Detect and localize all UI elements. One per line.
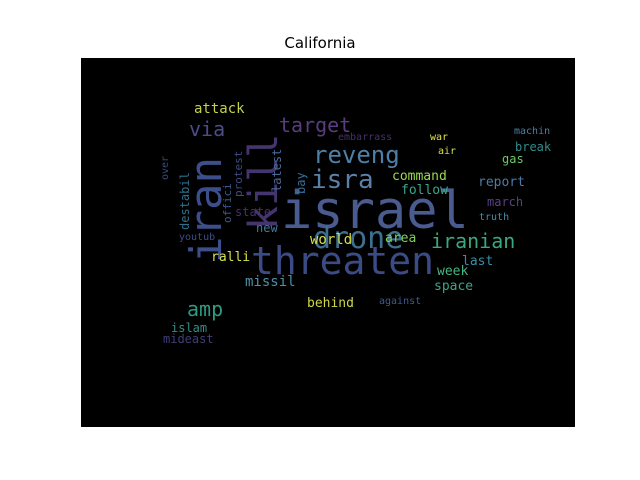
word-break: break [515, 140, 552, 154]
word-reveng: reveng [313, 141, 400, 169]
word-drone: drone [313, 221, 403, 256]
word-space: space [434, 279, 473, 294]
word-truth: truth [479, 212, 509, 223]
word-isra: isra [311, 165, 374, 195]
chart-title: California [284, 34, 356, 52]
word-iran: iran [181, 157, 232, 263]
word-islam: islam [171, 321, 207, 335]
word-report: report [478, 175, 525, 190]
word-state: state [235, 205, 271, 219]
word-week: week [437, 264, 468, 279]
word-protest: protest [232, 151, 245, 197]
word-youtub: youtub [179, 232, 215, 243]
word-offici: offici [221, 183, 234, 223]
word-march: march [487, 195, 523, 209]
word-follow: follow [401, 183, 448, 198]
word-amp: amp [187, 297, 223, 321]
word-target: target [279, 113, 351, 137]
word-destabil: destabil [178, 172, 192, 230]
word-latest: latest [270, 149, 284, 192]
word-kill: kill [241, 134, 287, 230]
word-command: command [392, 169, 447, 184]
word-last: last [462, 254, 493, 269]
word-bay: bay [294, 172, 308, 194]
word-threaten: threaten [251, 239, 434, 283]
word-against: against [379, 296, 421, 307]
word-missil: missil [245, 274, 296, 290]
word-machin: machin [514, 126, 550, 137]
word-world: world [310, 232, 352, 248]
word-cloud: israel threaten iran kill drone isra rev… [160, 101, 552, 346]
word-over: over [160, 156, 171, 180]
word-mideast: mideast [163, 332, 214, 346]
word-ralli: ralli [211, 250, 250, 265]
word-attack: attack [194, 101, 245, 117]
word-area: area [385, 231, 416, 246]
word-cloud-canvas: israel threaten iran kill drone isra rev… [81, 58, 575, 427]
word-war: war [430, 132, 448, 143]
word-new: new [256, 221, 278, 235]
word-via: via [189, 117, 225, 141]
word-air: air [438, 146, 456, 157]
word-behind: behind [307, 296, 354, 311]
word-gas: gas [502, 152, 524, 166]
word-embarrass: embarrass [338, 132, 392, 143]
word-iranian: iranian [431, 229, 515, 253]
word-israel: israel [281, 181, 469, 241]
